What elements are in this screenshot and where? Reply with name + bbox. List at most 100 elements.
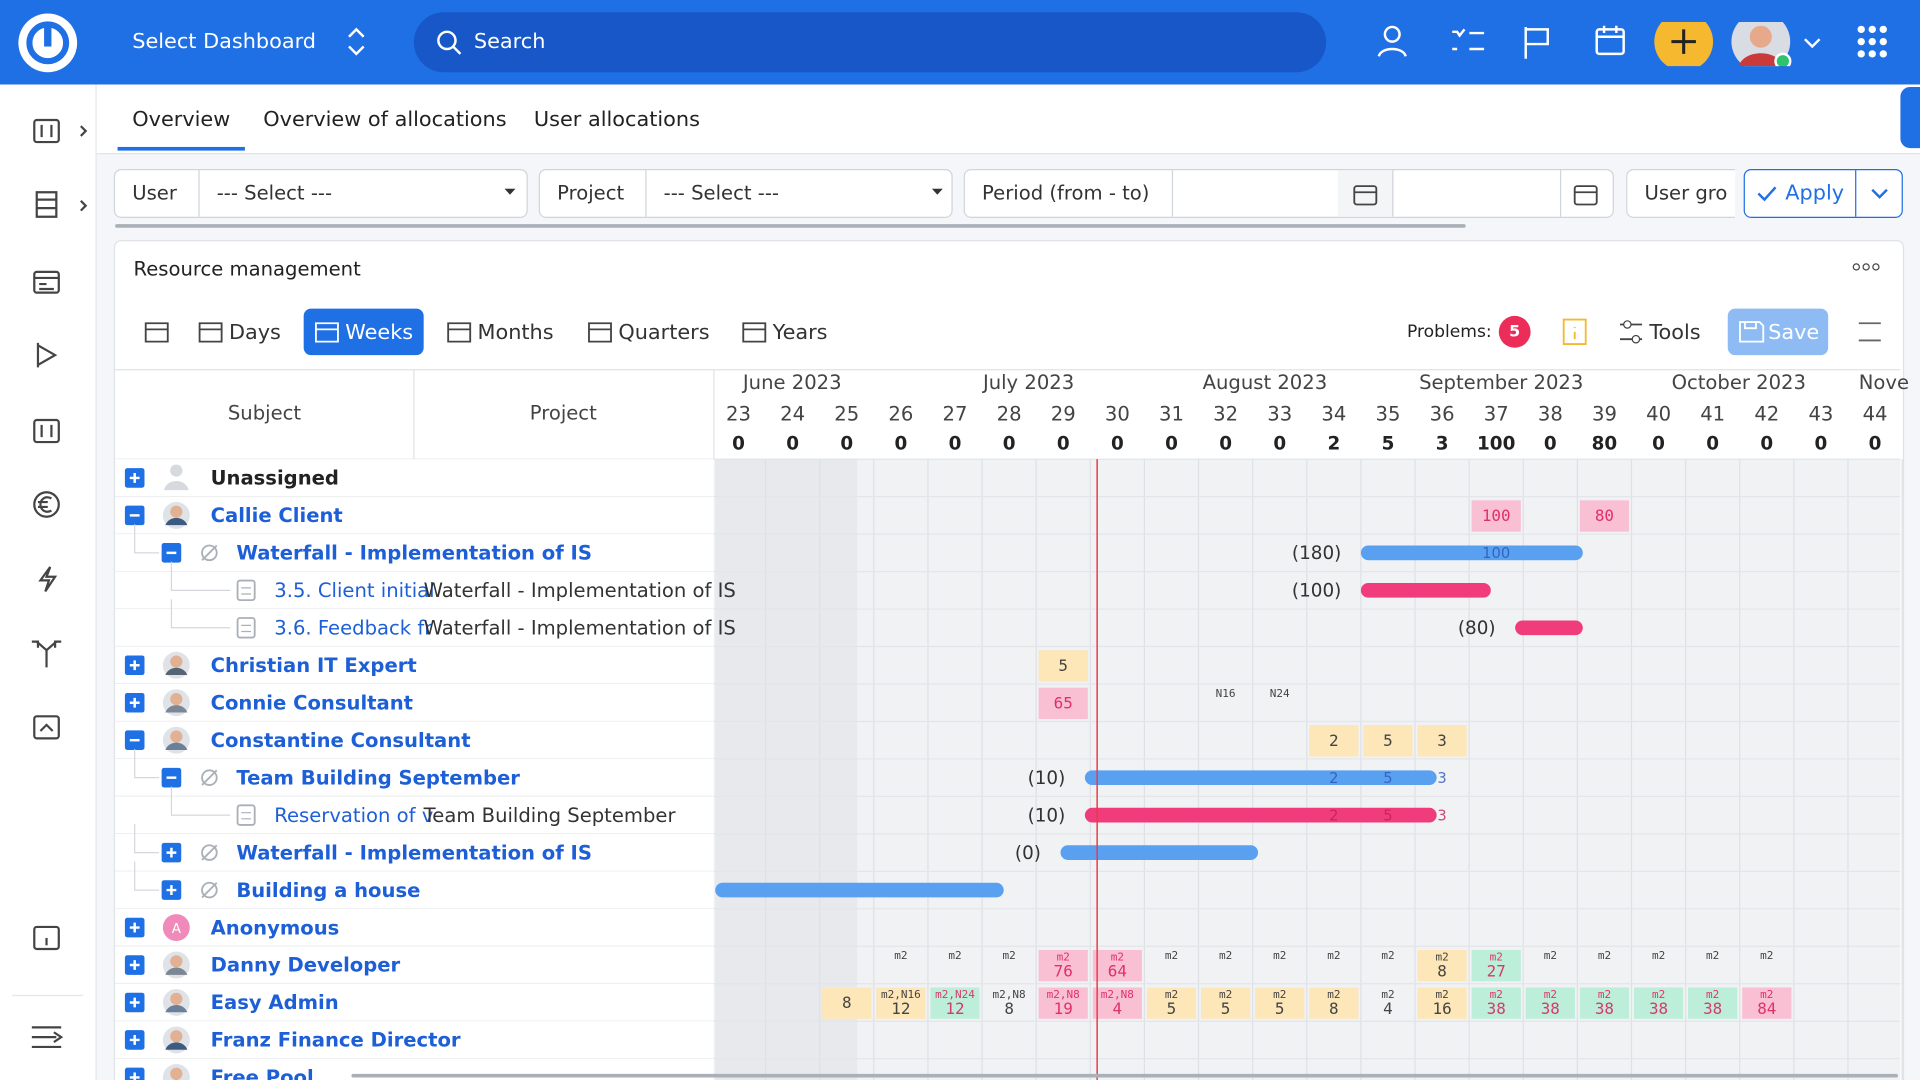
row-subject-bg [115,946,714,984]
toggle-sign [129,1072,140,1080]
row-subject[interactable]: 3.5. Client initial [274,579,434,602]
week-total: 0 [840,433,853,454]
row-subject[interactable]: Easy Admin [211,991,339,1014]
apply-button[interactable]: Apply [1743,168,1903,218]
row-subject[interactable]: Reservation of v [274,804,433,827]
view-option[interactable]: Weeks [345,320,413,344]
period-filter[interactable]: Period (from - to) [963,168,1614,218]
horizontal-scrollbar[interactable] [351,1073,1898,1078]
settings-icon[interactable] [1858,322,1881,342]
row-subject[interactable]: Constantine Consultant [211,729,471,752]
week-label: 36 [1430,403,1455,426]
cell-value: 5 [1221,999,1231,1018]
row-subject[interactable]: Unassigned [211,467,339,490]
allocation-cell [1038,687,1088,720]
allocation-cell [1417,725,1467,757]
select-arrows[interactable] [345,26,367,58]
tools-button[interactable]: Tools [1648,320,1700,344]
avatar [162,914,190,942]
month-label: Nove [1859,371,1909,394]
row-subject[interactable]: Christian IT Expert [211,654,417,677]
row-subject[interactable]: Free Pool [211,1066,314,1080]
toggle-sign [129,960,140,970]
dashboard-select[interactable]: Select Dashboard [132,29,317,54]
toggle-sign [129,997,140,1008]
avatar [170,464,183,477]
cell-note: m2 [1598,988,1611,1001]
allocation-cell [1092,949,1142,982]
avatar-body [165,517,188,526]
user-filter[interactable]: User --- Select --- [113,168,528,218]
scrollbar[interactable] [115,224,1466,228]
tab[interactable]: Overview [132,107,231,133]
row-subject[interactable]: Franz Finance Director [211,1029,461,1052]
tab[interactable]: User allocations [533,107,700,133]
row-subject[interactable]: 3.6. Feedback fr [274,617,433,640]
avatar-body [165,742,188,750]
avatar-face [170,955,183,968]
row-subject[interactable]: Waterfall - Implementation of IS [236,841,592,864]
search-box[interactable]: Search [413,12,1327,73]
cell-note: m2 [1490,988,1503,1001]
cell-value: 5 [1383,731,1393,750]
row-subject[interactable]: Building a house [236,879,420,902]
view-button-active[interactable] [303,308,424,356]
tree-line [134,524,160,554]
avatar-face [170,1030,183,1043]
bar-total: (180) [1292,543,1341,564]
save-button[interactable] [1727,308,1829,356]
row-subject-bg [115,758,714,797]
row-subject[interactable]: Waterfall - Implementation of IS [236,542,592,565]
project-icon [201,544,218,561]
allocation-cell [930,987,980,1019]
cell-note: m2 [1760,949,1773,962]
cell-value: 38 [1703,999,1722,1018]
cell-note: m2 [1165,949,1178,962]
calendar-icon[interactable] [1352,182,1379,206]
row-subject[interactable]: Anonymous [211,916,340,939]
task-icon [236,579,256,602]
cell-value: 100 [1482,506,1511,525]
row-subject[interactable]: Callie Client [211,504,343,527]
tab[interactable]: Overview of allocations [263,107,507,133]
view-option[interactable]: Quarters [618,320,709,344]
row-project: Waterfall - Implementation of IS [424,617,736,640]
filter-select: --- Select --- [663,181,779,205]
week-label: 24 [780,403,805,426]
problems-badge[interactable] [1498,315,1531,348]
view-option[interactable]: Days [229,320,281,344]
cell-note: m2 [1381,949,1394,962]
row-subject[interactable]: Team Building September [236,766,520,789]
tree-line [170,599,231,629]
week-total: 0 [1706,433,1719,454]
view-option[interactable]: Years [772,320,828,344]
cell-note: m2,N16 [881,988,921,1001]
cell-note: m2 [1327,988,1340,1001]
allocation-cell [1038,949,1088,982]
task-icon [241,812,252,820]
row-subject-bg [115,908,714,947]
bar-mark: 5 [1383,770,1392,787]
task-icon [236,804,256,826]
row-subject[interactable]: Danny Developer [211,954,401,977]
panel-menu[interactable] [1851,262,1880,272]
month-label: July 2023 [981,371,1074,394]
calendar-icon[interactable] [1572,182,1599,206]
user-group-filter[interactable]: User gro [1626,168,1736,218]
week-label: 42 [1754,403,1779,426]
side-toggle[interactable] [1900,86,1920,149]
bar-total: (0) [1015,843,1041,864]
project-filter[interactable]: Project --- Select --- [538,168,953,218]
month-label: October 2023 [1672,371,1806,394]
week-total: 0 [1057,433,1070,454]
week-label: 30 [1105,403,1130,426]
week-total: 0 [894,433,907,454]
view-option[interactable]: Months [478,320,554,344]
cell-note: m2,N8 [993,988,1026,1001]
info-icon[interactable] [1562,318,1587,346]
row-subject-bg [115,833,714,872]
cell-note: m2 [1652,988,1665,1001]
cell-note: m2 [1219,949,1232,962]
row-subject[interactable]: Connie Consultant [211,691,413,714]
